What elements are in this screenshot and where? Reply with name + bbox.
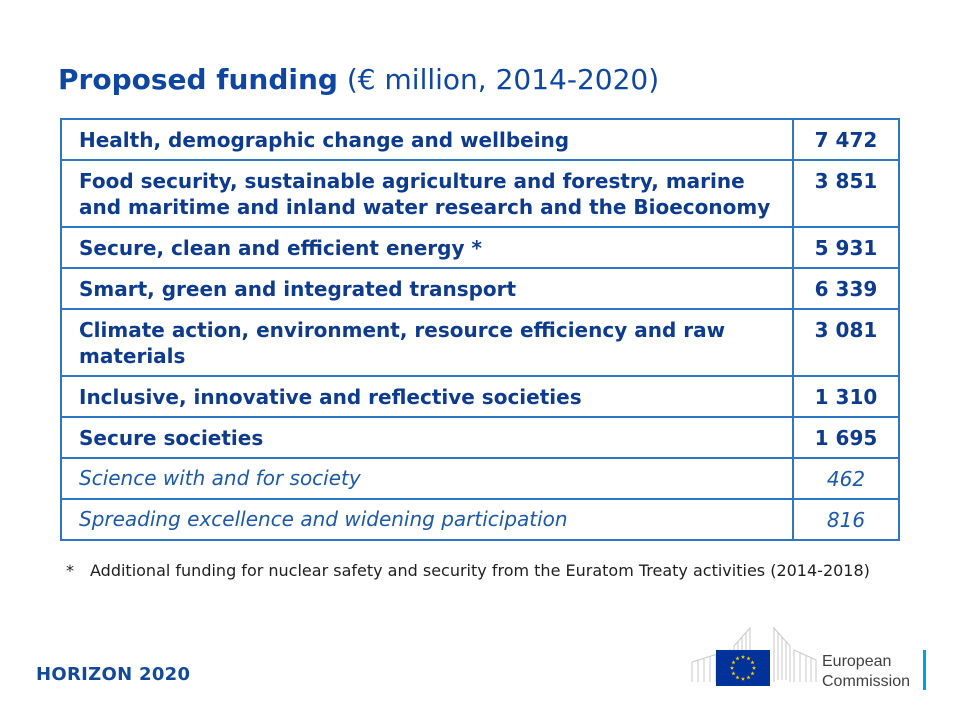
footnote: * Additional funding for nuclear safety … xyxy=(66,560,906,581)
row-value: 816 xyxy=(792,498,900,541)
row-label: Spreading excellence and widening partic… xyxy=(60,498,794,541)
row-value: 3 851 xyxy=(792,159,900,228)
logo-text-european: European xyxy=(822,653,892,670)
table-row: Smart, green and integrated transport 6 … xyxy=(60,267,900,310)
table-row: Inclusive, innovative and reflective soc… xyxy=(60,375,900,418)
row-value: 1 310 xyxy=(792,375,900,418)
table-row: Food security, sustainable agriculture a… xyxy=(60,159,900,228)
eu-flag-icon xyxy=(691,626,817,686)
table-row: Secure societies 1 695 xyxy=(60,416,900,459)
row-value: 462 xyxy=(792,457,900,500)
eu-star-icon xyxy=(740,654,746,659)
eu-star-icon xyxy=(731,671,736,676)
european-commission-logo: European Commission xyxy=(690,620,940,700)
eu-star-icon xyxy=(746,656,751,661)
horizon-2020-label: HORIZON 2020 xyxy=(36,664,191,685)
row-value: 6 339 xyxy=(792,267,900,310)
row-label: Health, demographic change and wellbeing xyxy=(60,118,794,161)
row-label: Food security, sustainable agriculture a… xyxy=(60,159,794,228)
row-label: Inclusive, innovative and reflective soc… xyxy=(60,375,794,418)
row-value: 3 081 xyxy=(792,308,900,377)
footnote-mark: * xyxy=(66,561,74,580)
logo-text-commission: Commission xyxy=(822,673,911,690)
eu-star-icon xyxy=(750,671,755,676)
page-title-bold: Proposed funding xyxy=(58,63,338,96)
row-label: Secure, clean and efficient energy * xyxy=(60,226,794,269)
funding-table: Health, demographic change and wellbeing… xyxy=(60,118,900,541)
footnote-text: Additional funding for nuclear safety an… xyxy=(90,561,870,580)
eu-star-icon xyxy=(750,660,755,665)
row-value: 5 931 xyxy=(792,226,900,269)
eu-star-icon xyxy=(731,660,736,665)
eu-star-icon xyxy=(735,656,740,661)
table-row: Science with and for society 462 xyxy=(60,457,900,500)
row-label: Science with and for society xyxy=(60,457,794,500)
eu-star-icon xyxy=(746,675,751,680)
eu-star-icon xyxy=(740,676,746,681)
logo-accent-bar xyxy=(923,650,926,690)
row-label: Smart, green and integrated transport xyxy=(60,267,794,310)
eu-star-icon xyxy=(751,665,757,670)
page-title: Proposed funding (€ million, 2014-2020) xyxy=(58,62,659,98)
row-value: 1 695 xyxy=(792,416,900,459)
row-label: Climate action, environment, resource ef… xyxy=(60,308,794,377)
row-value: 7 472 xyxy=(792,118,900,161)
table-row: Health, demographic change and wellbeing… xyxy=(60,118,900,161)
eu-star-icon xyxy=(735,675,740,680)
table-row: Climate action, environment, resource ef… xyxy=(60,308,900,377)
table-row: Spreading excellence and widening partic… xyxy=(60,498,900,541)
table-row: Secure, clean and efficient energy * 5 9… xyxy=(60,226,900,269)
row-label: Secure societies xyxy=(60,416,794,459)
eu-star-icon xyxy=(729,665,735,670)
page-title-subtitle: (€ million, 2014-2020) xyxy=(346,63,660,96)
